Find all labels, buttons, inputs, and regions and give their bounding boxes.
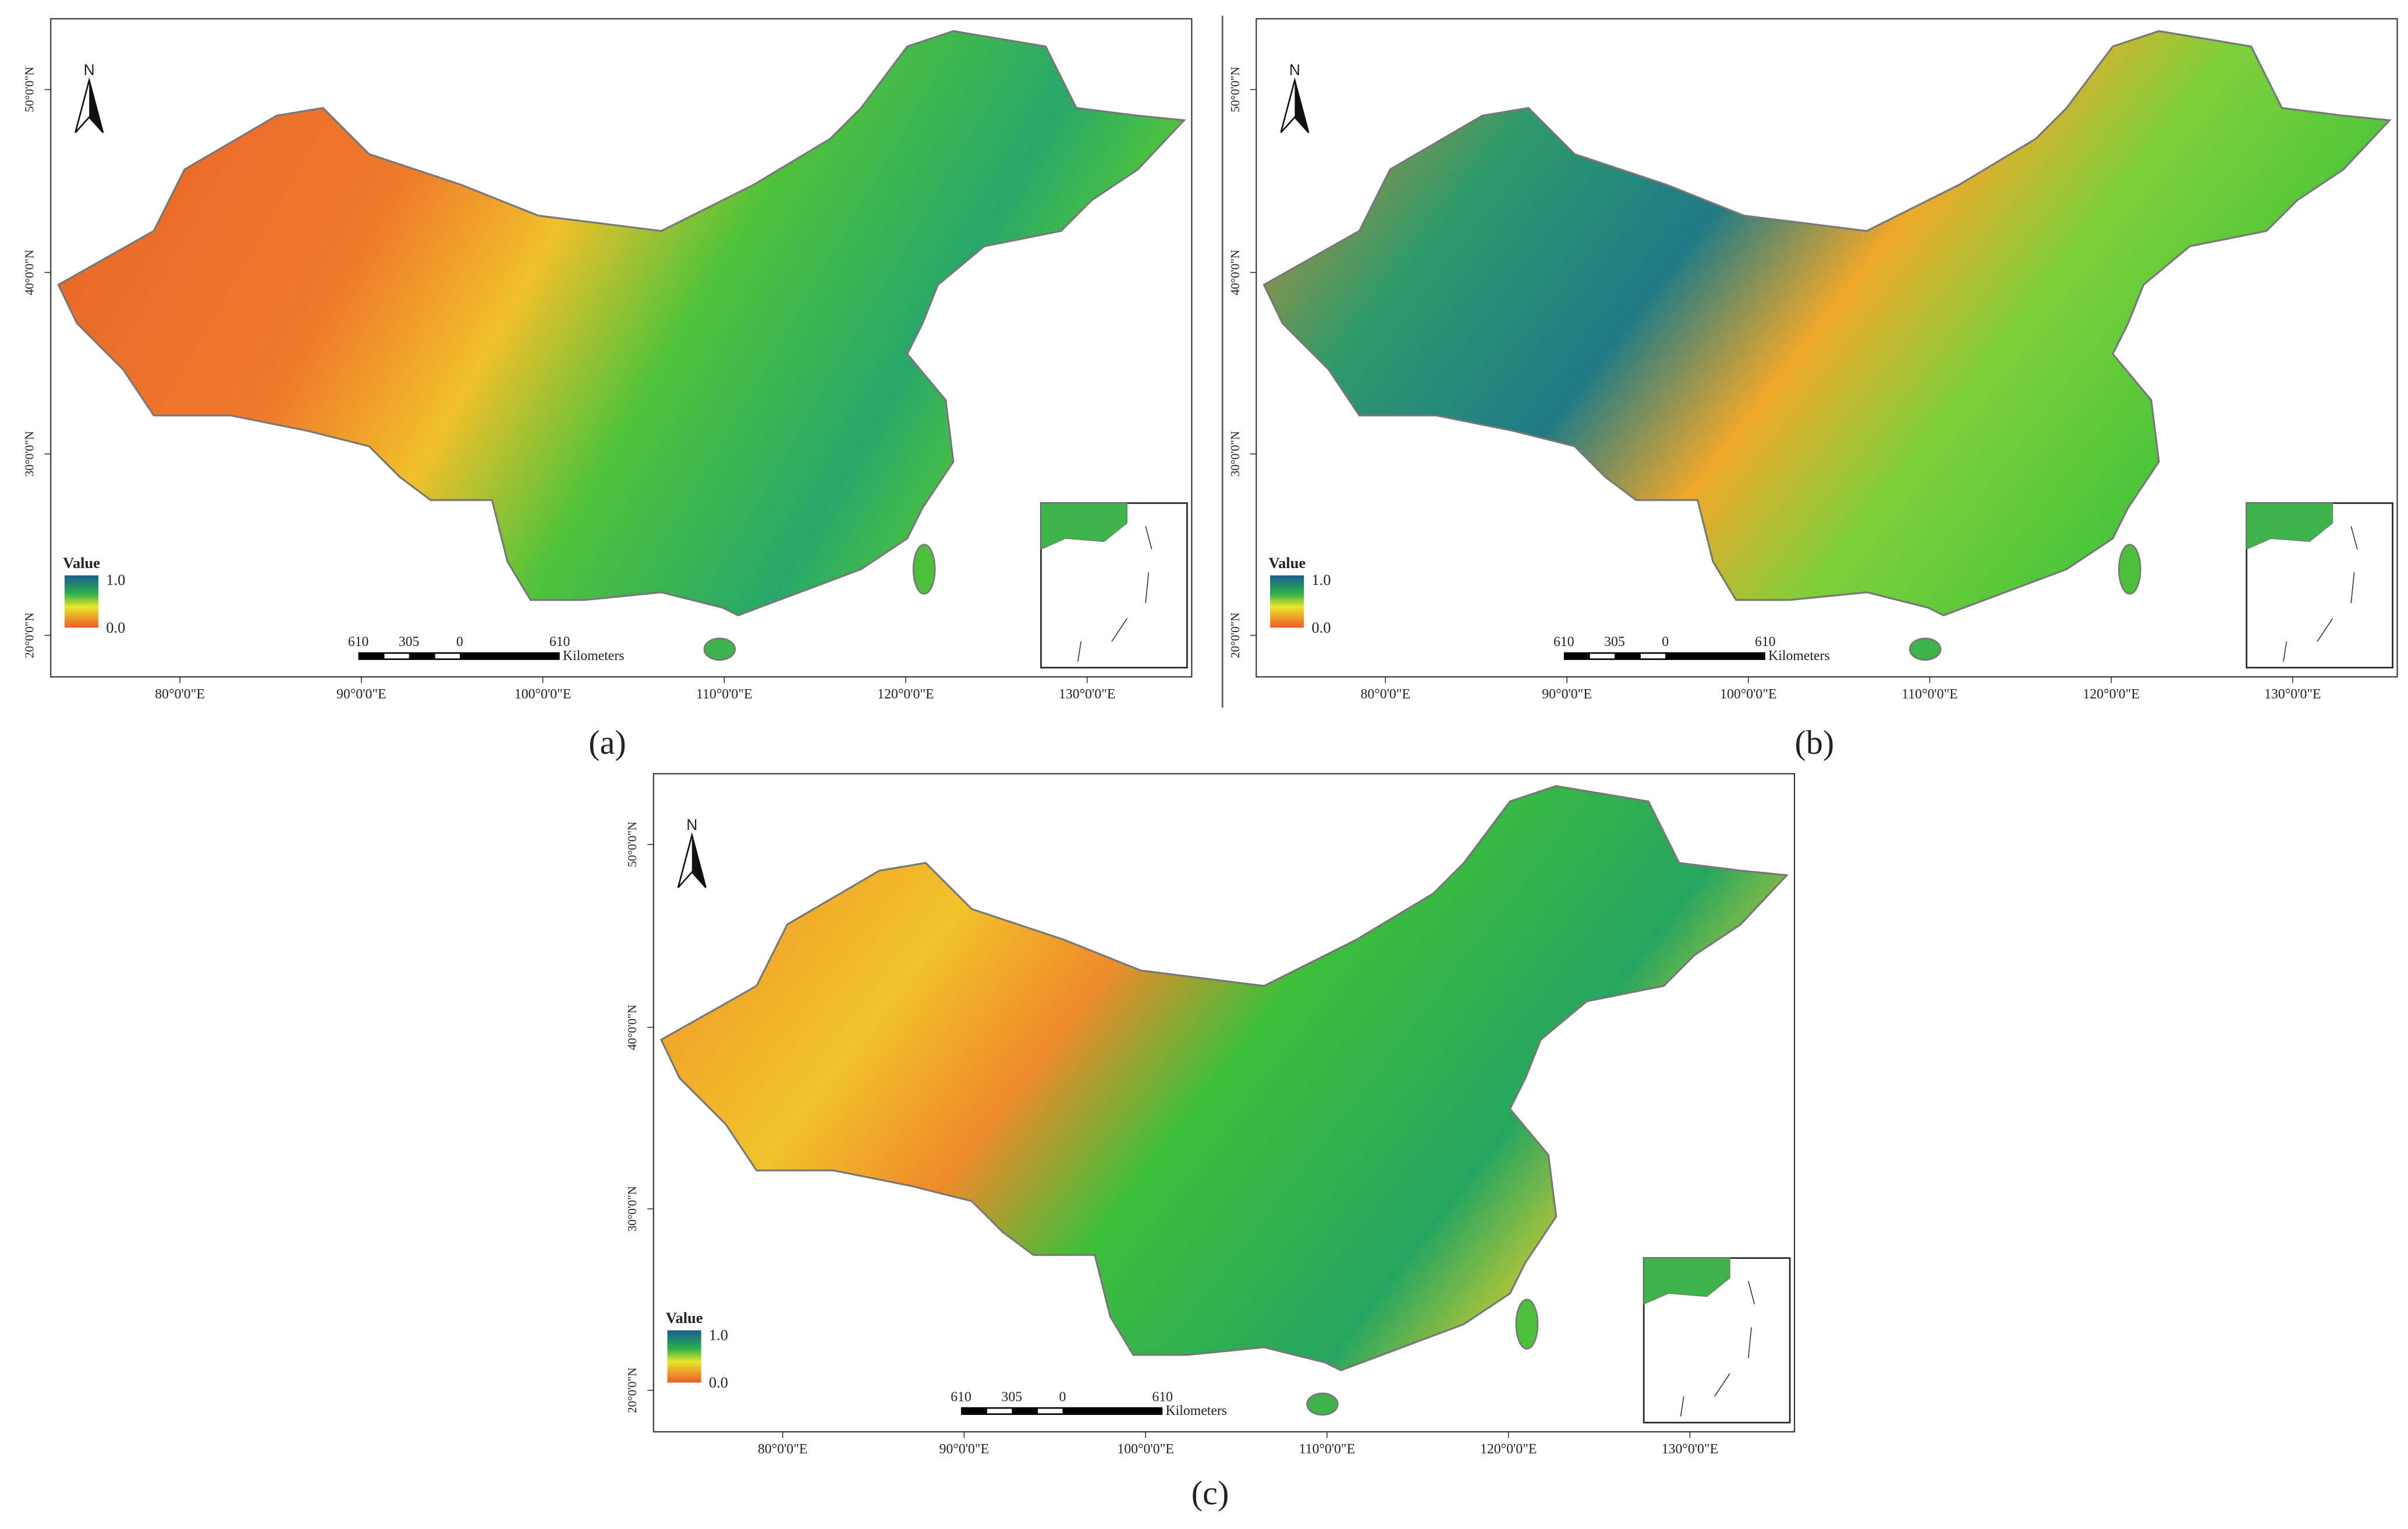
lat-label: 30°0'0"N [23,431,37,477]
scalebar-label: 610 [348,634,369,650]
north-arrow-fill [1295,80,1309,133]
lon-label: 120°0'0"E [877,687,934,702]
inset-coast [2246,502,2333,550]
country-shape [659,785,1789,1372]
scalebar-label: 0 [1662,634,1669,650]
legend-high: 1.0 [709,1326,728,1343]
lat-label: 20°0'0"N [23,612,37,658]
north-arrow-fill [89,80,103,133]
scalebar-seg [1590,654,1615,659]
lon-label: 100°0'0"E [515,687,571,702]
lon-label: 120°0'0"E [2083,687,2139,702]
island-hainan [1306,1392,1339,1416]
legend-title: Value [666,1309,703,1326]
scalebar-label: 610 [549,634,570,650]
scalebar-seg [1640,654,1666,659]
lat-label: 30°0'0"N [1228,431,1242,477]
lon-label: 100°0'0"E [1720,687,1776,702]
scalebar-seg [1038,1409,1063,1414]
inset-lines [1077,526,1152,662]
scalebar-label: 610 [1152,1389,1173,1404]
scalebar-label: 305 [1001,1389,1022,1404]
island-hainan [1909,637,1942,661]
lat-label: 50°0'0"N [625,822,639,867]
lat-label: 20°0'0"N [1228,612,1242,658]
scalebar-unit: Kilometers [563,648,625,664]
legend-low: 0.0 [106,619,125,636]
lon-label: 100°0'0"E [1117,1442,1173,1457]
lon-label: 90°0'0"E [939,1442,990,1457]
lat-label: 40°0'0"N [1228,250,1242,295]
lon-label: 110°0'0"E [1299,1442,1356,1457]
legend-title: Value [1268,554,1306,572]
island-taiwan [1515,1299,1539,1350]
legend-ramp [1270,575,1304,628]
country-shape [57,30,1186,616]
lat-label: 20°0'0"N [625,1368,639,1413]
scalebar-label: 610 [1554,634,1574,650]
legend-low: 0.0 [1311,619,1331,636]
panel-caption: (c) [1191,1474,1229,1512]
scalebar-unit: Kilometers [1768,648,1830,664]
lat-label: 50°0'0"N [23,67,37,112]
north-arrow-fill [691,835,706,888]
island-taiwan [912,544,936,595]
north-label: N [686,816,697,833]
island-taiwan [2118,544,2141,595]
scalebar-label: 610 [951,1389,971,1404]
scalebar-seg [435,654,460,659]
lon-label: 130°0'0"E [2264,687,2321,702]
panel-caption: (b) [1795,723,1834,761]
scalebar-seg [987,1409,1012,1414]
legend-title: Value [63,554,100,572]
lon-label: 80°0'0"E [1360,687,1410,702]
scalebar-label: 0 [456,634,463,650]
lat-label: 40°0'0"N [23,250,37,295]
scalebar-label: 305 [399,634,420,650]
lon-label: 130°0'0"E [1059,687,1115,702]
lon-label: 80°0'0"E [155,687,205,702]
legend-ramp [667,1330,701,1383]
inset-coast [1643,1257,1730,1305]
legend-high: 1.0 [1311,571,1331,588]
legend-ramp [64,575,99,628]
lon-label: 110°0'0"E [1902,687,1958,702]
lon-label: 90°0'0"E [336,687,386,702]
lon-label: 90°0'0"E [1542,687,1592,702]
north-label: N [84,61,95,79]
lat-label: 50°0'0"N [1228,67,1242,112]
panel-caption: (a) [588,723,626,761]
lat-label: 30°0'0"N [625,1186,639,1232]
lon-label: 130°0'0"E [1662,1442,1718,1457]
country-shape [1262,30,2392,616]
scalebar-label: 610 [1755,634,1776,650]
scalebar-seg [384,654,409,659]
lon-label: 120°0'0"E [1480,1442,1537,1457]
inset-coast [1040,502,1128,550]
legend-low: 0.0 [709,1374,728,1391]
scalebar-label: 305 [1604,634,1625,650]
lon-label: 80°0'0"E [758,1442,808,1457]
lat-label: 40°0'0"N [625,1005,639,1050]
inset-lines [1680,1280,1756,1417]
island-hainan [703,637,736,661]
scalebar-unit: Kilometers [1165,1403,1227,1418]
legend-high: 1.0 [106,571,125,588]
lon-label: 110°0'0"E [696,687,753,702]
inset-lines [2283,526,2358,662]
scalebar-label: 0 [1059,1389,1066,1404]
north-label: N [1289,61,1300,79]
